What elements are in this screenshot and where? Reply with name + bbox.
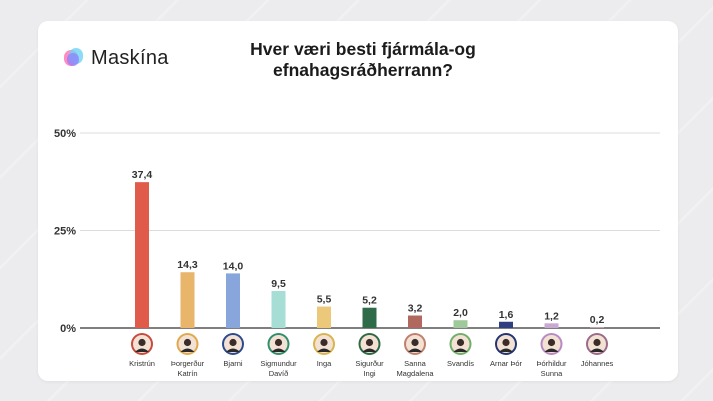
avatar-icon: [540, 333, 563, 355]
avatar-head: [456, 338, 465, 347]
avatar-icon: [404, 333, 426, 355]
data-label: 14,0: [223, 260, 244, 272]
data-label: 3,2: [408, 303, 423, 315]
avatar-head: [274, 338, 283, 347]
category-label: Bjarni: [223, 359, 243, 368]
avatar-shoulders: [590, 348, 604, 352]
avatar-icon: [358, 333, 381, 355]
brand-logo: Maskína: [63, 46, 169, 70]
category-label: Sanna: [404, 359, 427, 368]
bar: [590, 327, 604, 329]
bar: [271, 290, 286, 328]
category-label: Jóhannes: [581, 359, 614, 368]
avatar-icon: [586, 333, 608, 355]
avatar-head: [547, 338, 556, 347]
data-label: 1,6: [499, 309, 514, 321]
bar: [499, 321, 513, 328]
avatar-head: [320, 338, 328, 347]
maskina-logo-icon: [64, 48, 83, 66]
avatar-shoulders: [180, 348, 195, 352]
avatar-icon: [131, 333, 153, 355]
avatar-icon: [176, 333, 199, 355]
avatar-shoulders: [271, 348, 286, 352]
data-label: 37,4: [132, 169, 153, 181]
bar: [408, 315, 422, 328]
avatar-icon: [449, 333, 472, 355]
bar: [544, 323, 559, 328]
avatar-shoulders: [453, 348, 468, 352]
category-label: Kristrún: [129, 359, 155, 368]
data-label: 9,5: [271, 278, 286, 290]
avatar-head: [502, 338, 510, 347]
data-label: 5,5: [317, 294, 332, 306]
bar: [453, 320, 468, 328]
avatar-shoulders: [135, 348, 149, 352]
category-label: Þórhildur: [536, 359, 567, 368]
avatar-shoulders: [544, 348, 559, 352]
avatar-head: [138, 338, 146, 347]
avatar-icon: [313, 333, 335, 355]
category-label: Davíð: [269, 369, 289, 378]
avatar-head: [411, 338, 419, 347]
data-label: 1,2: [544, 310, 559, 322]
avatar-icon: [222, 333, 244, 355]
avatar-shoulders: [408, 348, 422, 352]
avatar-icon: [495, 333, 517, 355]
bar: [135, 182, 149, 328]
category-label: Sigmundur: [260, 359, 297, 368]
avatar-head: [229, 338, 237, 347]
brand-name: Maskína: [91, 46, 169, 69]
category-label: Sigurður: [355, 359, 384, 368]
avatar-head: [365, 338, 374, 347]
avatar-shoulders: [317, 348, 331, 352]
data-label: 14,3: [177, 259, 198, 271]
data-label: 2,0: [453, 307, 468, 319]
bar: [180, 272, 195, 328]
category-label: Inga: [317, 359, 332, 368]
y-tick-label: 25%: [54, 226, 76, 238]
bar: [226, 273, 240, 328]
chart-title: Hver væri besti fjármála-og efnahagsráðh…: [250, 39, 476, 80]
y-tick-label: 0%: [60, 323, 76, 335]
category-label: Ingi: [363, 369, 375, 378]
category-label: Sunna: [541, 369, 564, 378]
category-label: Þorgerður: [171, 359, 205, 368]
bar: [317, 306, 331, 328]
category-label: Magdalena: [396, 369, 434, 378]
avatar-shoulders: [226, 348, 240, 352]
data-label: 5,2: [362, 295, 377, 307]
avatar-head: [593, 338, 601, 347]
avatar-shoulders: [499, 348, 513, 352]
avatar-icon: [267, 333, 290, 355]
data-label: 0,2: [590, 314, 605, 326]
y-tick-label: 50%: [54, 128, 76, 140]
category-label: Arnar Þór: [490, 359, 523, 368]
avatar-head: [183, 338, 192, 347]
bar: [362, 307, 377, 328]
category-label: Svandís: [447, 359, 474, 368]
category-label: Katrín: [177, 369, 197, 378]
avatar-shoulders: [362, 348, 377, 352]
